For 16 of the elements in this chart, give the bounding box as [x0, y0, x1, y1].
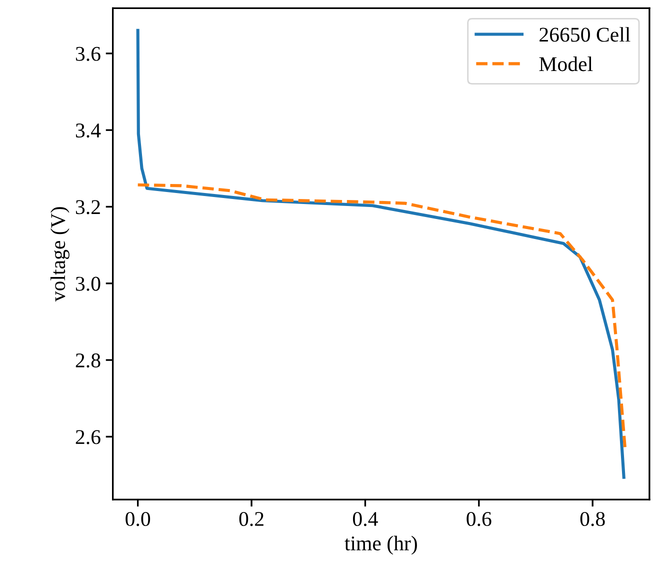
- y-tick-label: 3.6: [76, 46, 100, 61]
- y-tick-label: 3.2: [76, 200, 100, 214]
- x-tick-label: 0.8: [580, 512, 605, 526]
- x-tick-label: 0.4: [352, 512, 378, 526]
- y-tick-label: 2.8: [76, 353, 100, 368]
- y-axis-title: voltage (V): [50, 207, 70, 302]
- x-tick-label: 0.6: [466, 512, 492, 526]
- y-tick-label: 3.4: [76, 124, 101, 138]
- y-tick-label: 2.6: [76, 430, 100, 444]
- x-axis-title: time (hr): [344, 536, 417, 555]
- line-series: [136, 183, 627, 450]
- legend-label: 26650 Cell: [540, 27, 630, 42]
- x-tick-label: 0.0: [126, 512, 150, 526]
- x-tick-label: 0.2: [239, 512, 264, 526]
- y-tick-label: 3.0: [76, 276, 100, 291]
- legend-label: Model: [539, 56, 593, 72]
